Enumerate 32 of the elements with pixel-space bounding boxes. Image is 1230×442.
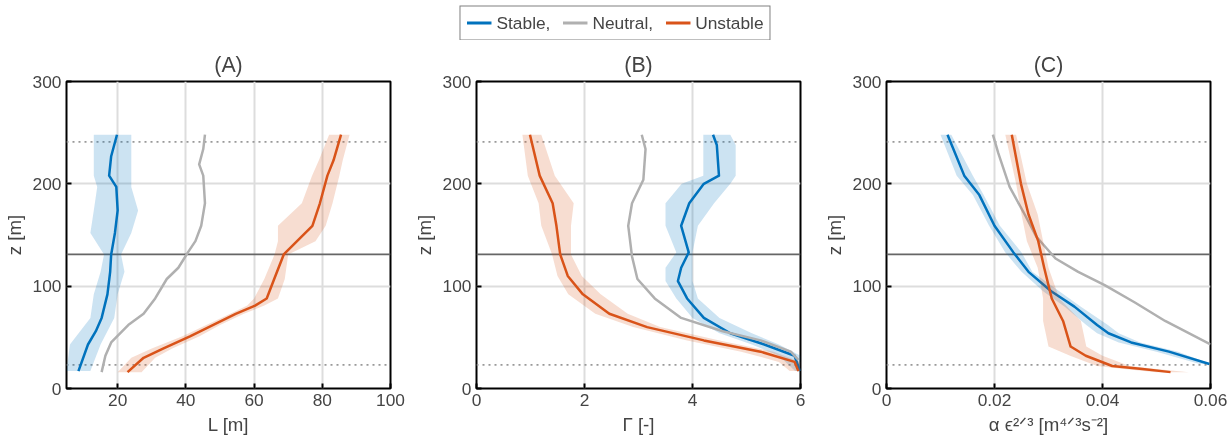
chart-title: (C): [1033, 52, 1064, 77]
x-axis-title: α ϵ²ᐟ³ [m⁴ᐟ³s⁻²]: [988, 413, 1109, 435]
x-tick-label: 40: [176, 389, 196, 410]
x-tick-label: 0.04: [1085, 389, 1120, 410]
x-tick-label: 80: [312, 389, 332, 410]
y-tick-label: 100: [852, 276, 882, 297]
x-axis-title: Γ [-]: [622, 413, 655, 435]
y-tick-label: 200: [852, 173, 882, 194]
legend-label: Unstable: [695, 12, 764, 33]
x-axis-title: L [m]: [207, 413, 249, 435]
y-axis-title: z [m]: [823, 214, 845, 256]
chart-title: (B): [624, 52, 653, 77]
x-tick-label: 20: [108, 389, 128, 410]
y-tick-label: 200: [32, 173, 62, 194]
x-tick-label: 2: [579, 389, 590, 410]
x-tick-label: 6: [795, 389, 806, 410]
y-axis-title: z [m]: [413, 214, 435, 256]
x-tick-label: 100: [376, 389, 405, 410]
chart-title: (A): [214, 52, 243, 77]
x-tick-label: 0.02: [977, 389, 1012, 410]
legend-label: Stable,: [496, 12, 551, 33]
legend-label: Neutral,: [592, 12, 654, 33]
y-tick-label: 300: [32, 71, 62, 92]
y-tick-label: 100: [32, 276, 62, 297]
y-axis-title: z [m]: [3, 214, 25, 256]
x-tick-label: 0.06: [1193, 389, 1228, 410]
y-tick-label: 200: [442, 173, 472, 194]
x-tick-label: 4: [687, 389, 698, 410]
y-tick-label: 100: [442, 276, 472, 297]
x-tick-label: 60: [244, 389, 264, 410]
y-tick-label: 300: [442, 71, 472, 92]
y-tick-label: 300: [852, 71, 882, 92]
